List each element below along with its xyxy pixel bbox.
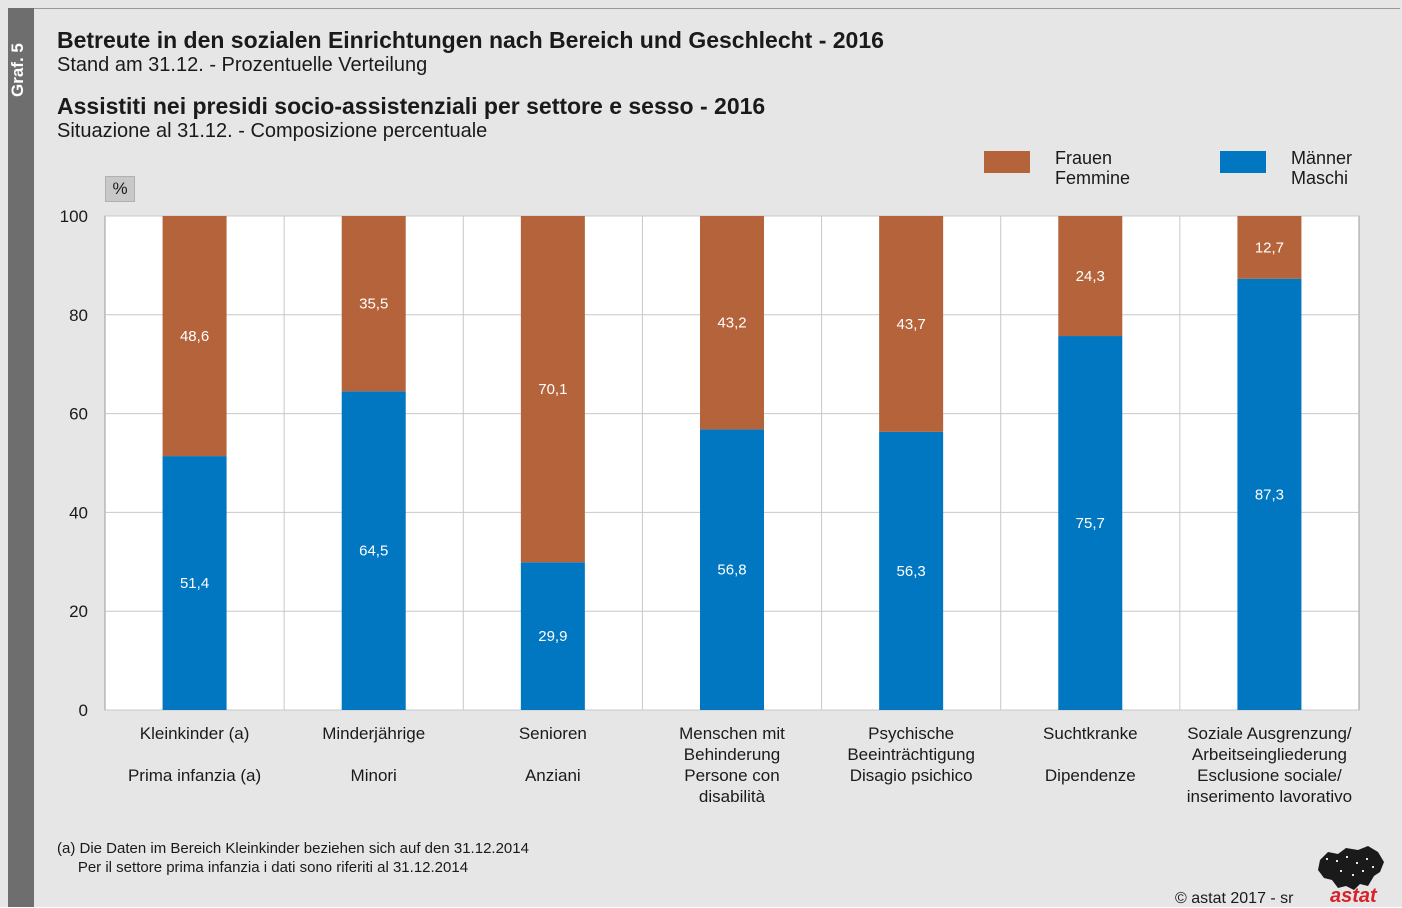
category-label-de: Senioren <box>518 724 587 743</box>
x-category-label: Senioren Anziani <box>463 723 643 786</box>
x-category-label: Menschen mit Behinderung Persone con disabi… <box>642 723 822 807</box>
footnote: (a) Die Daten im Bereich Kleinkinder bez… <box>57 840 529 876</box>
category-label-it: Minori <box>350 766 397 785</box>
bar-men <box>520 562 585 710</box>
top-border <box>8 8 1400 9</box>
chart-title-it: Assistiti nei presidi socio-assistenzial… <box>57 93 766 119</box>
category-label-de: Psychische <box>868 724 955 743</box>
legend-label-women: Frauen Femmine <box>1055 148 1131 188</box>
category-label-spacer <box>284 744 464 765</box>
x-category-label: Suchtkranke Dipendenze <box>1000 723 1180 786</box>
category-label-de: Menschen mit <box>679 724 785 743</box>
x-category-label: Kleinkinder (a) Prima infanzia (a) <box>105 723 285 786</box>
legend-swatch-women <box>984 151 1030 173</box>
category-label-de: Kleinkinder (a) <box>139 724 250 743</box>
bar-men <box>1237 278 1302 710</box>
data-label-men: 56,8 <box>717 562 746 579</box>
x-category-label: Minderjährige Minori <box>284 723 464 786</box>
category-label-it: Esclusione sociale/ <box>1197 766 1342 785</box>
sidebar-strip <box>8 8 34 907</box>
category-label-de: Minderjährige <box>322 724 426 743</box>
chart-title-de: Betreute in den sozialen Einrichtungen n… <box>57 27 884 53</box>
data-label-women: 70,1 <box>538 381 567 398</box>
category-label-spacer <box>463 744 643 765</box>
data-label-women: 35,5 <box>359 296 388 313</box>
data-label-men: 29,9 <box>538 628 567 645</box>
data-label-men: 64,5 <box>359 543 388 560</box>
y-tick-label: 20 <box>69 602 88 621</box>
data-label-men: 56,3 <box>897 563 926 580</box>
x-category-label: Psychische Beeinträchtigung Disagio psichi… <box>821 723 1001 786</box>
bar-women <box>879 216 944 432</box>
y-tick-label: 40 <box>69 503 88 522</box>
data-label-women: 24,3 <box>1076 268 1105 285</box>
data-label-men: 51,4 <box>180 575 209 592</box>
y-tick-label: 80 <box>69 306 88 325</box>
bar-women <box>162 216 227 457</box>
copyright: © astat 2017 - sr <box>1175 890 1294 907</box>
data-label-women: 48,6 <box>180 328 209 345</box>
legend-swatch-men <box>1220 151 1266 173</box>
category-label-de: Arbeitseingliederung <box>1191 745 1347 764</box>
bar-men <box>879 431 944 710</box>
category-label-de: Suchtkranke <box>1043 724 1138 743</box>
y-tick-label: 0 <box>79 701 88 720</box>
category-label-de: Beeinträchtigung <box>847 745 975 764</box>
data-label-women: 43,7 <box>897 316 926 333</box>
category-label-it: Dipendenze <box>1044 766 1136 785</box>
chart-subtitle-de: Stand am 31.12. - Prozentuelle Verteilun… <box>57 54 428 76</box>
logo-text: astat <box>1330 885 1377 907</box>
bar-women <box>520 216 585 563</box>
category-label-de: Soziale Ausgrenzung/ <box>1187 724 1352 743</box>
data-label-men: 75,7 <box>1076 515 1105 532</box>
bar-men <box>341 391 406 710</box>
bar-women <box>1237 216 1302 279</box>
category-label-it: inserimento lavorativo <box>1186 787 1353 806</box>
data-label-women: 43,2 <box>717 315 746 332</box>
category-label-it: Persone con <box>684 766 780 785</box>
category-label-it: Prima infanzia (a) <box>127 766 262 785</box>
category-label-spacer <box>1000 744 1180 765</box>
category-label-it: Disagio psichico <box>849 766 973 785</box>
y-tick-label: 100 <box>60 207 88 226</box>
bar-women <box>700 216 764 430</box>
x-category-label: Soziale Ausgrenzung/Arbeitseingliederung… <box>1179 723 1359 807</box>
chart-subtitle-it: Situazione al 31.12. - Composizione perc… <box>57 120 488 142</box>
bar-men <box>700 429 764 710</box>
category-label-it: disabilità <box>698 787 766 806</box>
data-label-men: 87,3 <box>1255 486 1284 503</box>
bar-women <box>1058 216 1123 337</box>
category-label-spacer <box>105 744 285 765</box>
data-label-women: 12,7 <box>1255 239 1284 256</box>
y-tick-label: 60 <box>69 405 88 424</box>
legend-label-men: Männer Maschi <box>1291 148 1353 188</box>
category-label-de: Behinderung <box>683 745 781 764</box>
category-label-it: Anziani <box>524 766 581 785</box>
bar-men <box>1058 336 1123 710</box>
astat-map-logo-icon <box>1318 846 1384 890</box>
y-unit-label: % <box>105 176 135 202</box>
bar-men <box>162 456 227 710</box>
bar-women <box>341 216 406 392</box>
